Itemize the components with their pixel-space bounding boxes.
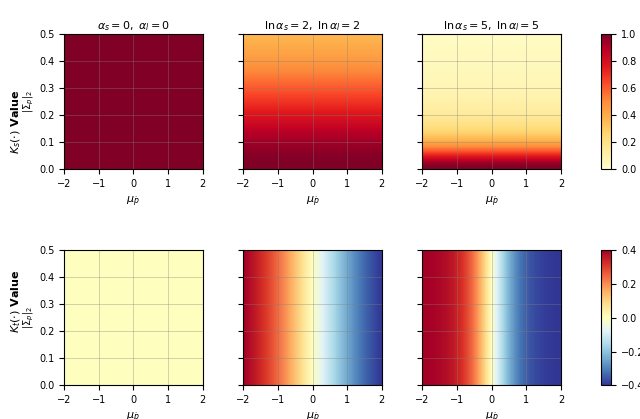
X-axis label: $\mu_{\dot{p}}$: $\mu_{\dot{p}}$ <box>306 194 319 209</box>
Text: $K_t(\cdot)$ Value: $K_t(\cdot)$ Value <box>10 270 23 334</box>
Y-axis label: $|\Sigma_p|_2$: $|\Sigma_p|_2$ <box>22 90 36 113</box>
X-axis label: $\mu_{\dot{p}}$: $\mu_{\dot{p}}$ <box>306 411 319 419</box>
Title: $\alpha_s = 0, \; \alpha_l = 0$: $\alpha_s = 0, \; \alpha_l = 0$ <box>97 19 170 33</box>
X-axis label: $\mu_{\dot{p}}$: $\mu_{\dot{p}}$ <box>127 194 140 209</box>
Text: $K_s(\cdot)$ Value: $K_s(\cdot)$ Value <box>10 89 23 154</box>
Title: $\ln \alpha_s = 2, \; \ln \alpha_l = 2$: $\ln \alpha_s = 2, \; \ln \alpha_l = 2$ <box>264 19 361 33</box>
X-axis label: $\mu_{\dot{p}}$: $\mu_{\dot{p}}$ <box>484 194 499 209</box>
Y-axis label: $|\Sigma_p|_2$: $|\Sigma_p|_2$ <box>22 306 36 329</box>
Title: $\ln \alpha_s = 5, \; \ln \alpha_l = 5$: $\ln \alpha_s = 5, \; \ln \alpha_l = 5$ <box>444 19 540 33</box>
X-axis label: $\mu_{\dot{p}}$: $\mu_{\dot{p}}$ <box>484 411 499 419</box>
X-axis label: $\mu_{\dot{p}}$: $\mu_{\dot{p}}$ <box>127 411 140 419</box>
